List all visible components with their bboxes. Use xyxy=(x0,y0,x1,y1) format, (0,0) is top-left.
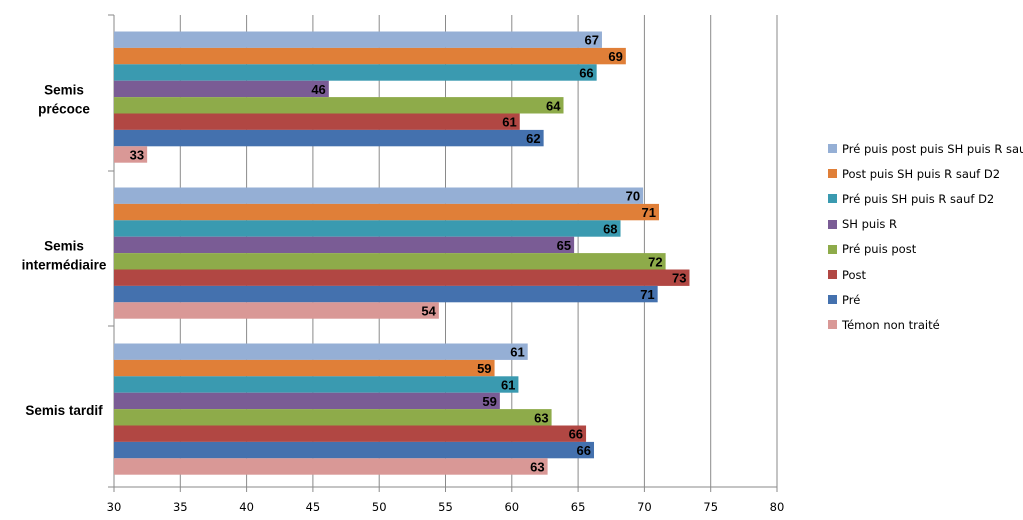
data-label: 66 xyxy=(579,66,593,81)
x-tick-label: 40 xyxy=(239,500,254,514)
data-label: 61 xyxy=(502,115,516,130)
bar xyxy=(114,343,528,360)
category-label: Semis xyxy=(44,239,84,254)
data-label: 61 xyxy=(501,378,515,393)
data-label: 66 xyxy=(577,443,591,458)
data-label: 59 xyxy=(477,361,491,376)
bar xyxy=(114,441,595,459)
data-label: 69 xyxy=(608,49,622,64)
data-label: 66 xyxy=(569,427,583,442)
legend-item: Pré puis SH puis R sauf D2 xyxy=(828,186,1023,211)
data-label: 63 xyxy=(530,460,544,475)
bar xyxy=(114,285,658,303)
bar xyxy=(114,409,552,426)
legend-label: Pré puis post xyxy=(842,242,917,257)
bar xyxy=(114,359,495,377)
x-tick-label: 70 xyxy=(637,500,652,514)
legend-label: Post puis SH puis R sauf D2 xyxy=(842,166,1001,181)
legend-item: Pré xyxy=(828,287,1023,312)
x-tick-label: 60 xyxy=(504,500,519,514)
bar xyxy=(114,425,587,442)
bar xyxy=(114,97,564,114)
category-label: intermédiaire xyxy=(22,258,107,273)
data-label: 63 xyxy=(534,410,548,425)
data-label: 59 xyxy=(482,394,496,409)
bar xyxy=(114,236,575,254)
legend-swatch xyxy=(828,270,837,280)
x-tick-label: 35 xyxy=(173,500,188,514)
legend-swatch xyxy=(828,244,837,254)
bar xyxy=(114,64,597,81)
data-label: 72 xyxy=(648,254,662,269)
bar xyxy=(114,253,666,270)
legend-item: Témon non traité xyxy=(828,312,1023,337)
category-label: Semis xyxy=(44,83,84,98)
chart-legend: Pré puis post puis SH puis R sauf D2 Post… xyxy=(828,136,1023,338)
bar xyxy=(114,458,548,475)
data-label: 71 xyxy=(640,287,654,302)
bar xyxy=(114,113,520,130)
bar xyxy=(114,31,602,48)
data-label: 64 xyxy=(546,98,561,113)
data-label: 33 xyxy=(130,148,144,163)
x-tick-label: 65 xyxy=(571,500,586,514)
legend-label: Post xyxy=(842,267,867,282)
x-tick-label: 75 xyxy=(703,500,718,514)
data-label: 61 xyxy=(510,345,524,360)
legend-label: Témon non traité xyxy=(842,317,940,332)
data-label: 46 xyxy=(311,82,325,97)
category-label: Semis tardif xyxy=(25,403,103,418)
x-tick-label: 80 xyxy=(770,500,785,514)
legend-item: Pré puis post xyxy=(828,237,1023,262)
legend-swatch xyxy=(828,169,837,179)
data-label: 70 xyxy=(626,189,640,204)
data-label: 65 xyxy=(557,238,571,253)
bar xyxy=(114,80,329,98)
legend-item: Post xyxy=(828,262,1023,287)
bar xyxy=(114,129,544,147)
bar xyxy=(114,146,148,163)
legend-swatch xyxy=(828,320,837,330)
x-tick-label: 30 xyxy=(107,500,122,514)
legend-label: Pré xyxy=(842,292,861,307)
bar xyxy=(114,302,439,319)
category-label: précoce xyxy=(38,102,90,117)
legend-swatch xyxy=(828,295,837,305)
legend-item: Pré puis post puis SH puis R sauf D2 xyxy=(828,136,1023,161)
bar xyxy=(114,187,644,204)
data-label: 62 xyxy=(526,131,540,146)
bar xyxy=(114,203,659,221)
legend-item: SH puis R xyxy=(828,212,1023,237)
data-label: 68 xyxy=(603,222,617,237)
data-label: 67 xyxy=(584,33,598,48)
bar xyxy=(114,269,690,286)
legend-swatch xyxy=(828,219,837,229)
legend-swatch xyxy=(828,144,837,154)
data-label: 73 xyxy=(672,271,686,286)
bar xyxy=(114,220,621,237)
x-tick-label: 55 xyxy=(438,500,453,514)
legend-label: Pré puis SH puis R sauf D2 xyxy=(842,191,995,206)
data-label: 71 xyxy=(642,205,656,220)
x-tick-label: 50 xyxy=(372,500,387,514)
bar xyxy=(114,47,626,65)
legend-label: SH puis R xyxy=(842,217,898,232)
legend-swatch xyxy=(828,194,837,204)
bar xyxy=(114,392,500,410)
legend-item: Post puis SH puis R sauf D2 xyxy=(828,161,1023,186)
data-label: 54 xyxy=(421,304,436,319)
legend-label: Pré puis post puis SH puis R sauf D2 xyxy=(842,141,1023,156)
bar xyxy=(114,376,519,393)
x-tick-label: 45 xyxy=(306,500,321,514)
